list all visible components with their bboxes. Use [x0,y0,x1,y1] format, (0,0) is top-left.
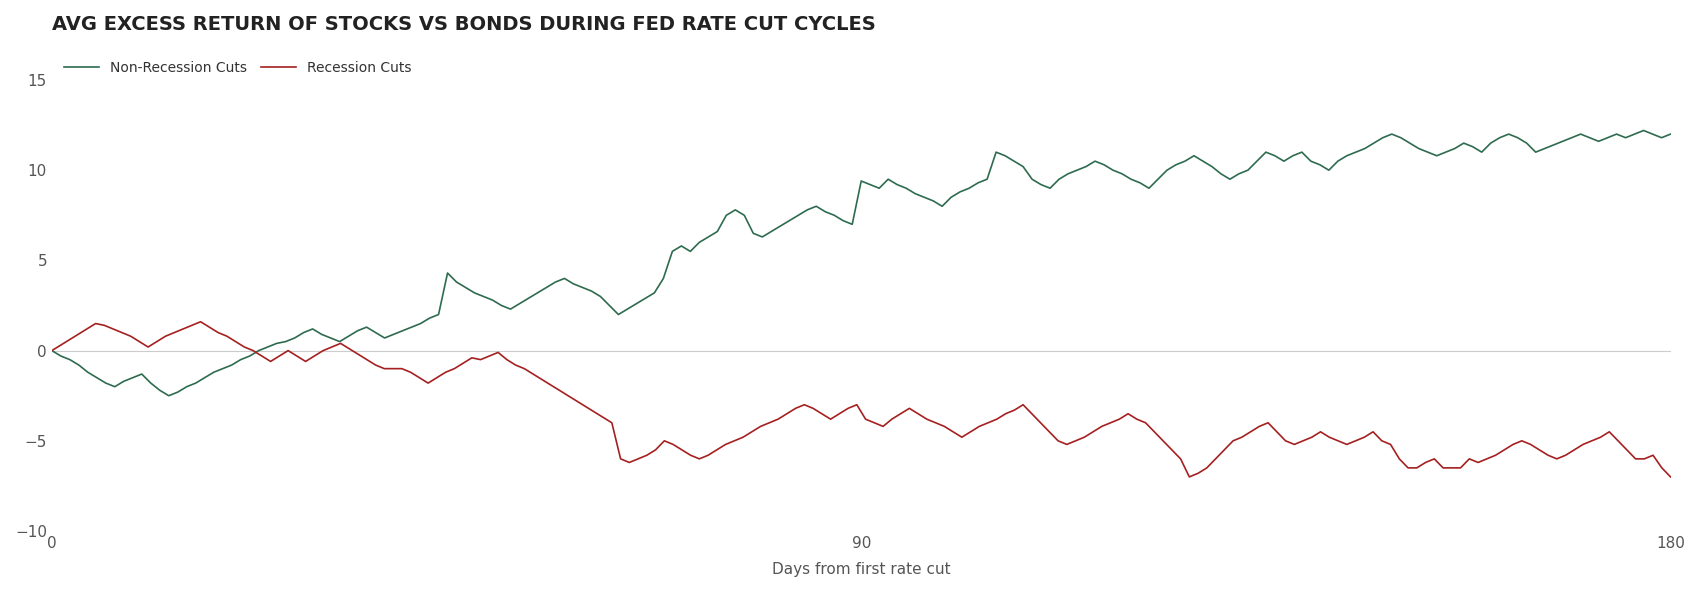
Legend: Non-Recession Cuts, Recession Cuts: Non-Recession Cuts, Recession Cuts [60,56,416,81]
Recession Cuts [296,358,316,365]
Recession Cuts [42,347,63,354]
Non-Recession Cuts [185,379,206,387]
X-axis label: Days from first rate cut: Days from first rate cut [772,562,950,577]
Line: Recession Cuts: Recession Cuts [53,321,1671,477]
Non-Recession Cuts [1634,127,1654,134]
Non-Recession Cuts [42,347,63,354]
Recession Cuts [1180,474,1200,481]
Non-Recession Cuts [833,217,853,224]
Recession Cuts [986,416,1006,423]
Non-Recession Cuts [500,305,520,313]
Recession Cuts [190,318,211,325]
Non-Recession Cuts [1661,131,1681,138]
Recession Cuts [1661,474,1681,481]
Recession Cuts [821,416,842,423]
Non-Recession Cuts [1391,134,1411,141]
Text: AVG EXCESS RETURN OF STOCKS VS BONDS DURING FED RATE CUT CYCLES: AVG EXCESS RETURN OF STOCKS VS BONDS DUR… [53,15,876,34]
Recession Cuts [1057,441,1078,448]
Non-Recession Cuts [294,329,314,336]
Recession Cuts [1547,455,1567,462]
Recession Cuts [1294,437,1314,445]
Non-Recession Cuts [158,392,178,399]
Non-Recession Cuts [824,212,845,219]
Line: Non-Recession Cuts: Non-Recession Cuts [53,130,1671,395]
